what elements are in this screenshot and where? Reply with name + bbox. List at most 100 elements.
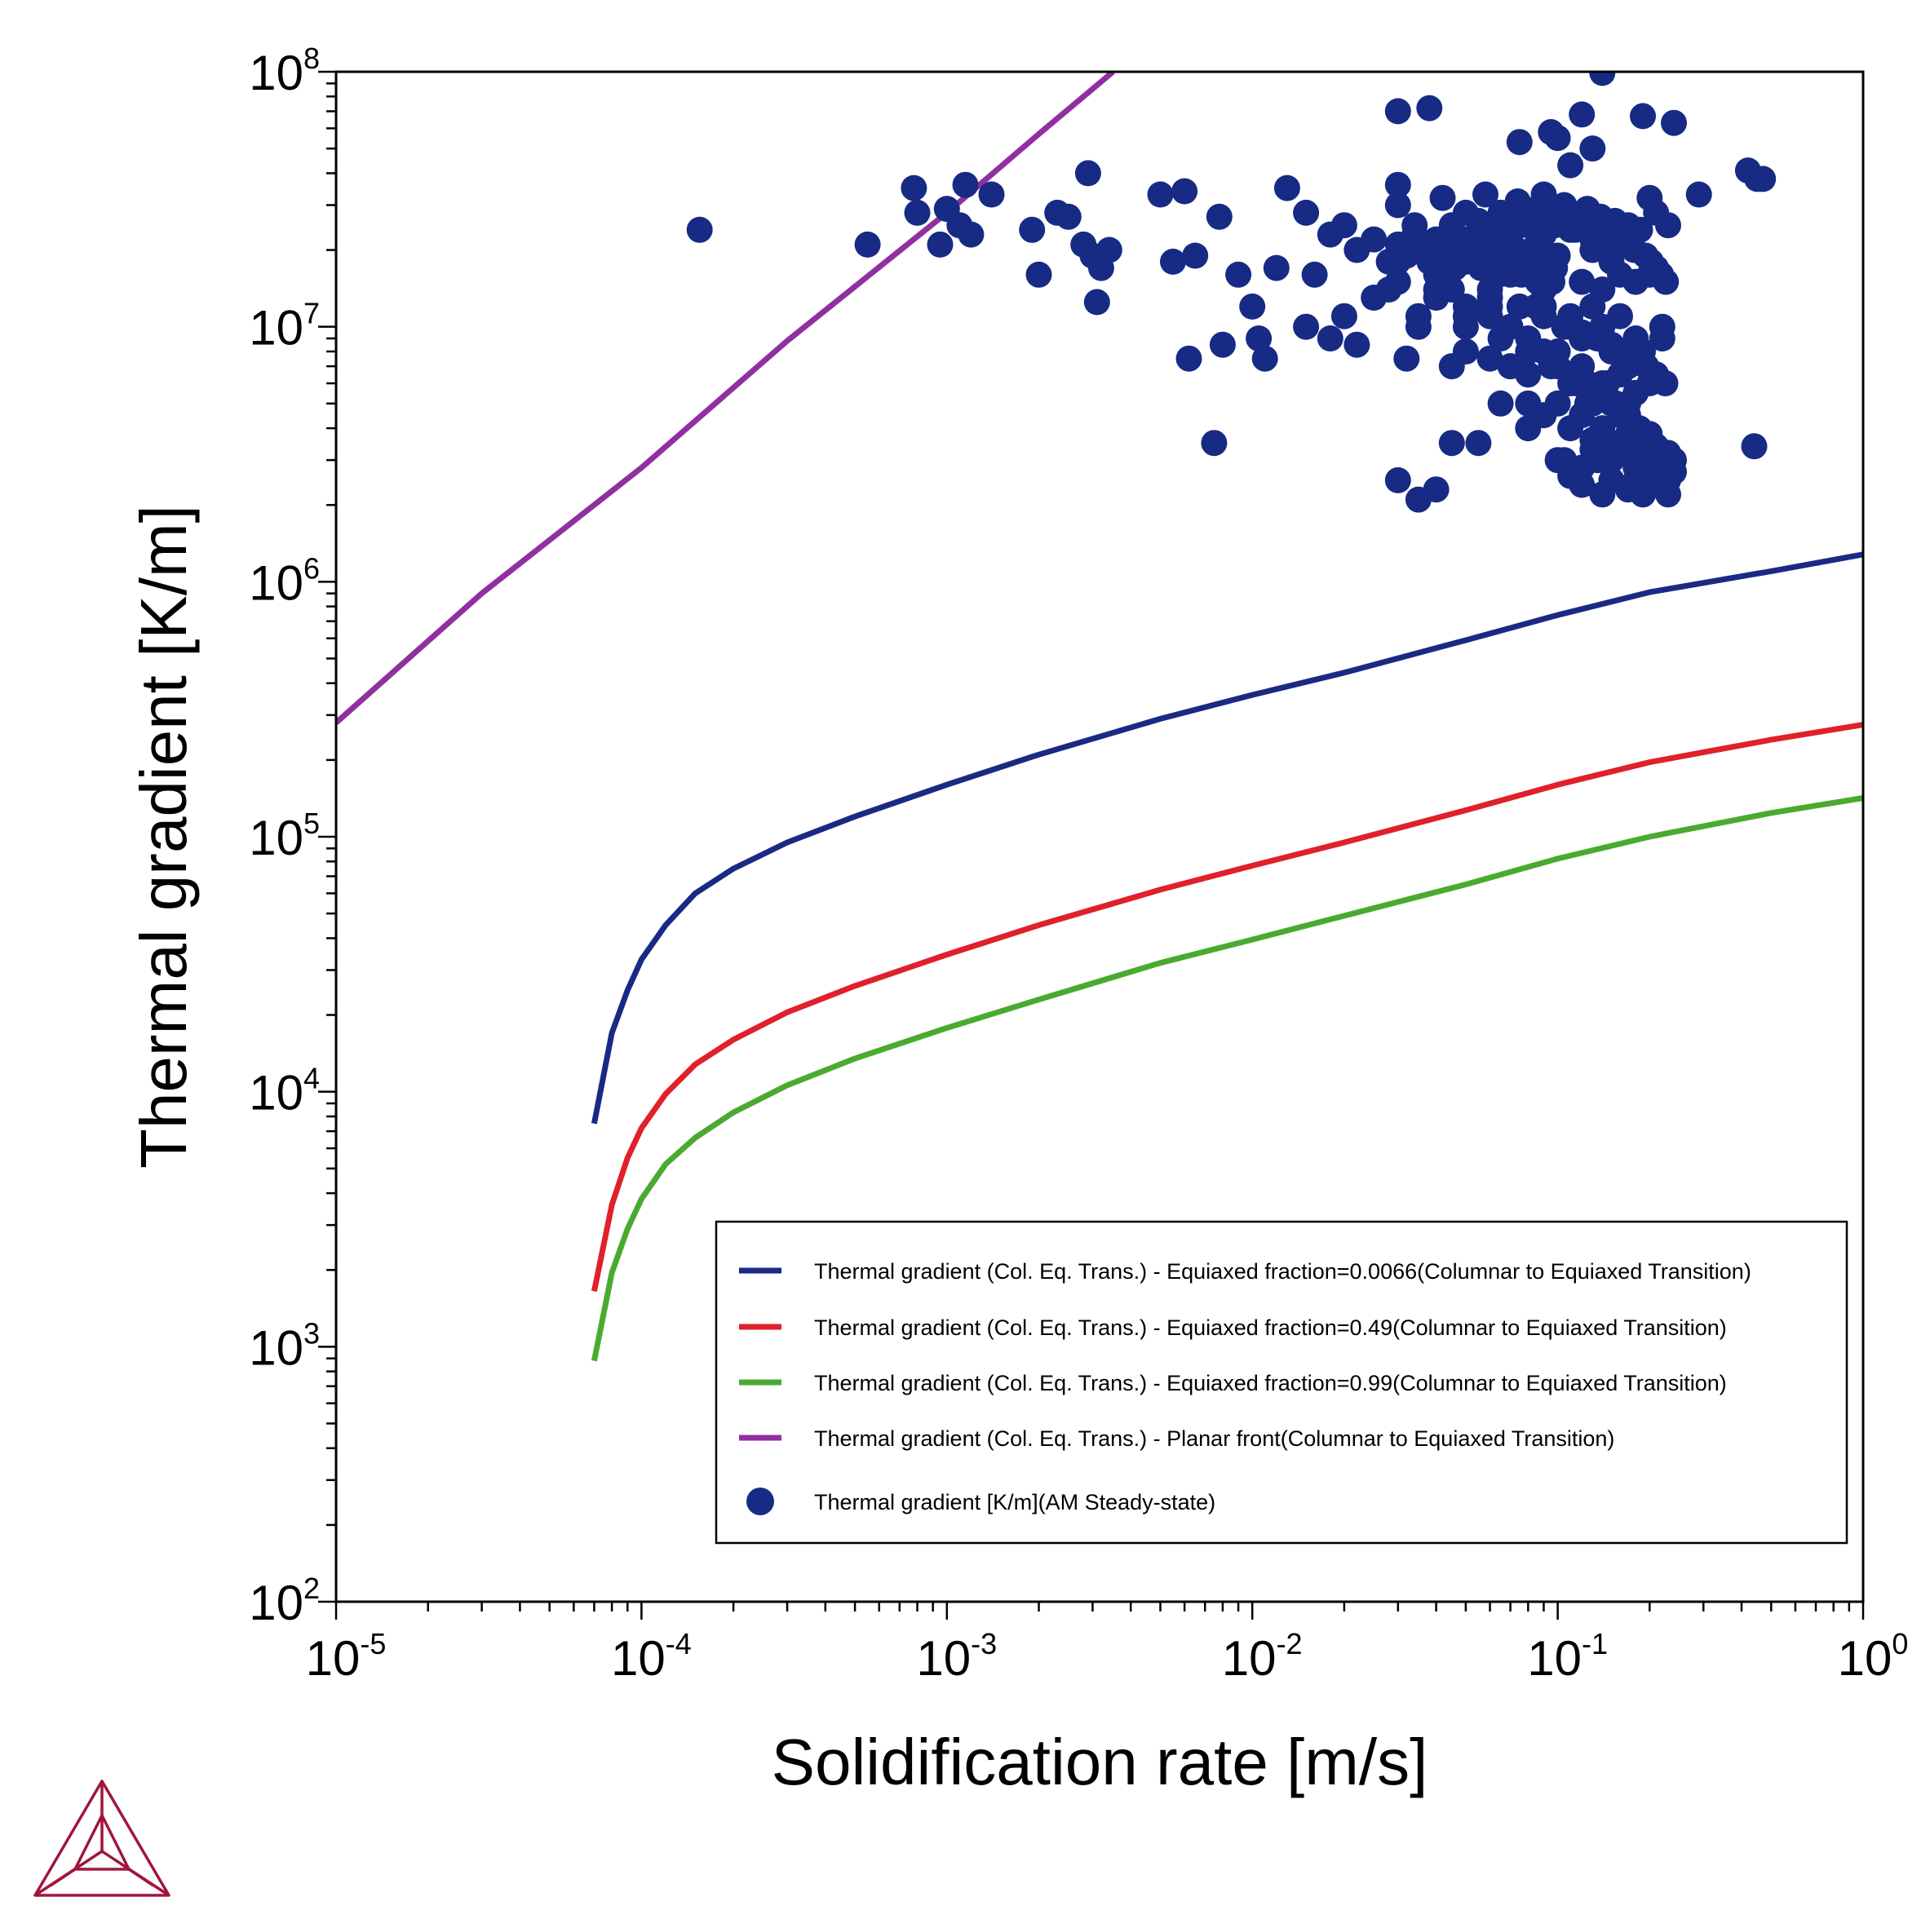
scatter-point [1423,476,1450,503]
scatter-point [1607,303,1633,329]
scatter-point [1579,436,1606,463]
x-tick-label: 10-4 [611,1627,692,1686]
scatter-point [1750,166,1777,192]
scatter-point [1206,203,1233,230]
scatter-point [1182,242,1209,269]
scatter-point [1147,181,1174,208]
scatter-point [1655,481,1681,508]
scatter-point [978,181,1005,208]
x-axis-title: Solidification rate [m/s] [772,1726,1428,1798]
scatter-point [1476,303,1503,329]
scatter-point [1438,430,1465,457]
scatter-point [1652,370,1679,396]
scatter-point [1452,199,1479,226]
scatter-point [958,221,985,248]
scatter-point [1741,433,1768,460]
scatter-point [1569,268,1596,295]
scatter-point [1317,325,1343,351]
y-tick-label: 102 [249,1572,320,1630]
scatter-point [1293,199,1320,226]
legend: Thermal gradient (Col. Eq. Trans.) - Equ… [715,1220,1848,1545]
y-tick-label: 107 [249,297,320,356]
scatter-point [1416,95,1443,122]
scatter-point [1476,345,1503,372]
x-tick-label: 100 [1838,1627,1909,1686]
scatter-point [1506,293,1533,320]
scatter-point [1301,261,1328,288]
scatter-point [1293,313,1320,340]
scatter-point [1246,325,1273,351]
axis-ticks [318,70,1865,1620]
scatter-point [1083,289,1110,316]
scatter-point [1504,188,1531,214]
scatter-point [1465,430,1492,457]
scatter-point [1579,135,1606,162]
scatter-point [1636,421,1663,448]
series-line-3 [591,794,1863,1362]
scatter-point [952,171,979,198]
thermo-calc-logo-icon [33,1779,170,1897]
scatter-point [1452,338,1479,365]
scatter-point [1438,276,1465,303]
scatter-point [1239,293,1266,320]
x-tick-label: 10-3 [916,1627,997,1686]
scatter-point [1655,212,1681,239]
scatter-point [686,216,713,243]
series-line-4 [336,72,1115,725]
scatter-point [1544,390,1571,417]
scatter-point [1384,192,1411,219]
scatter-point [1544,125,1571,152]
scatter-point [1589,481,1616,508]
scatter-point [1557,152,1584,179]
scatter-point [1201,430,1228,457]
legend-swatch-5 [746,1488,774,1515]
scatter-point [1472,181,1498,208]
scatter-point [1649,313,1675,340]
y-tick-label: 108 [249,42,320,100]
legend-label-1: Thermal gradient (Col. Eq. Trans.) - Equ… [814,1259,1751,1284]
series-line-1 [591,551,1863,1125]
scatter-point [1506,129,1533,156]
y-tick-label: 106 [249,551,320,610]
scatter-point [1405,303,1432,329]
scatter-point [1630,103,1656,130]
series-line-2 [591,722,1863,1293]
scatter-point [1273,175,1300,201]
legend-label-5: Thermal gradient [K/m](AM Steady-state) [814,1490,1215,1514]
scatter-point [1452,313,1479,340]
scatter-point [927,231,954,258]
scatter-point [854,231,881,258]
scatter-point [1330,212,1357,239]
scatter-point [1225,261,1252,288]
scatter-point [1263,254,1290,281]
scatter-point [1330,303,1357,329]
x-tick-label: 10-5 [306,1627,387,1686]
scatter-point [904,199,931,226]
scatter-point [1343,331,1370,358]
legend-box [715,1220,1848,1545]
series-lines [336,72,1863,1362]
scatter-point [1171,178,1198,205]
scatter-point [1175,345,1202,372]
scatter-point [1074,160,1101,187]
scatter-point [1530,303,1557,329]
scatter-point [1160,248,1186,275]
scatter-point [1361,226,1388,253]
tick-labels: 10-5 10-4 10-3 10-2 10-1 100 102 103 104 105 106 10… [249,42,1908,1686]
y-tick-label: 105 [249,807,320,865]
scatter-point [1661,109,1687,136]
scatter-point [1569,101,1596,128]
scatter-point [1096,237,1122,263]
scatter-point [1542,254,1569,281]
scatter-points [686,72,1777,513]
scatter-point [1251,345,1278,372]
x-tick-label: 10-2 [1222,1627,1303,1686]
scatter-point [1384,98,1411,125]
scatter-point [901,175,927,201]
scatter-point [1487,325,1514,351]
scatter-point [1607,361,1633,388]
legend-label-2: Thermal gradient (Col. Eq. Trans.) - Equ… [814,1315,1727,1340]
scatter-point [1429,184,1456,211]
scatter-point [1661,447,1687,474]
